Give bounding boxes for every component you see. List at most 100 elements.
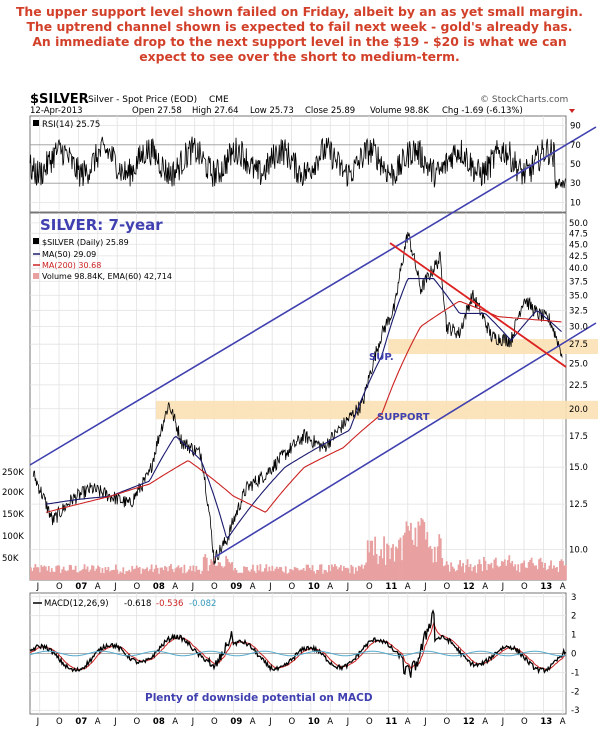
price-tick-label: 27.5 <box>569 340 588 350</box>
volume-bar <box>459 559 461 580</box>
volume-bar <box>73 569 76 580</box>
volume-bar <box>430 548 433 580</box>
volume-bar <box>137 567 140 580</box>
price-line <box>32 231 563 565</box>
volume-bar <box>225 555 228 580</box>
volume-bar <box>253 570 256 580</box>
volume-bar <box>329 571 332 580</box>
annotation-support: SUPPORT <box>377 412 430 423</box>
x-tick-label-macd: J <box>423 717 427 727</box>
volume-tick-label: 150K <box>2 510 24 520</box>
volume-bar <box>98 566 101 580</box>
volume-bar <box>103 573 105 580</box>
volume-bar <box>307 564 309 580</box>
volume-bar <box>213 556 216 580</box>
support-bands <box>155 339 598 420</box>
volume-bar <box>487 563 490 580</box>
volume-bar <box>497 567 500 580</box>
x-tick-label-macd: J <box>268 717 272 727</box>
volume-bar <box>424 539 427 580</box>
volume-bar <box>523 560 526 580</box>
macd-tick-label: -3 <box>571 706 579 716</box>
volume-bar <box>168 566 171 580</box>
volume-bar <box>246 566 248 580</box>
x-tick-label-macd: 10 <box>308 717 320 727</box>
price-tick-label: 30.0 <box>569 323 588 333</box>
macd-tick-label: 2 <box>571 612 576 622</box>
caption-line-1: The upper support level shown failed on … <box>15 4 584 19</box>
macd-tick-label: 1 <box>571 631 576 641</box>
volume-bar <box>489 564 491 580</box>
volume-bar <box>265 564 268 580</box>
volume-bar <box>365 562 368 580</box>
volume-bar <box>134 568 137 580</box>
volume-bar <box>491 568 494 580</box>
watermark: © StockCharts.com <box>480 95 568 105</box>
x-tick-label: O <box>521 582 528 592</box>
volume-bar <box>97 565 99 580</box>
legend-price: $SILVER (Daily) 25.89 <box>42 238 129 247</box>
volume-bar <box>398 539 400 580</box>
x-tick-label-macd: O <box>56 717 63 727</box>
volume-bar <box>88 571 90 580</box>
volume-bar <box>40 565 43 580</box>
volume-bar <box>201 570 204 580</box>
rsi-legend-swatch <box>33 120 39 126</box>
commentary-caption: The upper support level shown failed on … <box>6 4 593 64</box>
x-tick-label: A <box>250 582 256 592</box>
volume-bar <box>231 561 233 580</box>
volume-bar <box>524 567 527 580</box>
volume-bar <box>44 566 47 580</box>
volume-bar <box>494 557 497 580</box>
volume-bar <box>319 564 321 580</box>
volume-bar <box>481 571 484 580</box>
volume-bar <box>374 536 377 580</box>
volume-bar <box>59 572 62 580</box>
volume-bar <box>43 565 46 580</box>
price-tick-label: 37.5 <box>569 277 588 287</box>
volume-bar <box>268 566 271 580</box>
x-tick-label-macd: J <box>346 717 350 727</box>
volume-bar <box>292 570 295 580</box>
volume-bar <box>278 567 281 580</box>
x-tick-label-macd: O <box>289 717 296 727</box>
volume-bar <box>390 547 393 580</box>
volume-bar <box>532 563 535 580</box>
volume-bar <box>438 534 441 580</box>
volume-bar <box>158 573 160 580</box>
volume-bar <box>517 564 520 580</box>
price-tick-label: 20.0 <box>569 405 588 415</box>
volume-bar <box>146 567 149 580</box>
volume-bar <box>304 570 307 580</box>
change-down-arrow-icon <box>569 109 575 113</box>
volume-bar <box>132 569 135 580</box>
channel-upper-line <box>29 126 597 466</box>
volume-bar <box>247 570 250 580</box>
volume-bar <box>106 570 108 580</box>
volume-bar <box>79 570 81 580</box>
volume-bar <box>85 569 87 580</box>
volume-tick-label: 100K <box>2 532 24 542</box>
chart-description: Silver - Spot Price (EOD) <box>88 95 197 105</box>
volume-bar <box>515 570 518 580</box>
x-tick-label-macd: A <box>327 717 333 727</box>
volume-bar <box>460 566 463 580</box>
volume-bar <box>521 562 524 580</box>
chart-exchange: CME <box>209 95 229 105</box>
volume-bar <box>277 568 280 580</box>
volume-bar <box>395 546 397 580</box>
volume-bar <box>31 570 34 580</box>
volume-bar <box>493 559 496 580</box>
volume-bar <box>353 573 356 580</box>
volume-bar <box>563 565 566 580</box>
volume-bar <box>281 571 284 580</box>
volume-bar <box>506 560 509 580</box>
volume-bar <box>541 562 543 580</box>
x-tick-label: J <box>36 582 40 592</box>
price-tick-label: 15.0 <box>569 463 588 473</box>
volume-bar <box>426 532 429 580</box>
volume-bar <box>89 569 92 580</box>
volume-bar <box>432 562 435 580</box>
volume-bar <box>314 573 317 580</box>
volume-bar <box>363 565 366 580</box>
